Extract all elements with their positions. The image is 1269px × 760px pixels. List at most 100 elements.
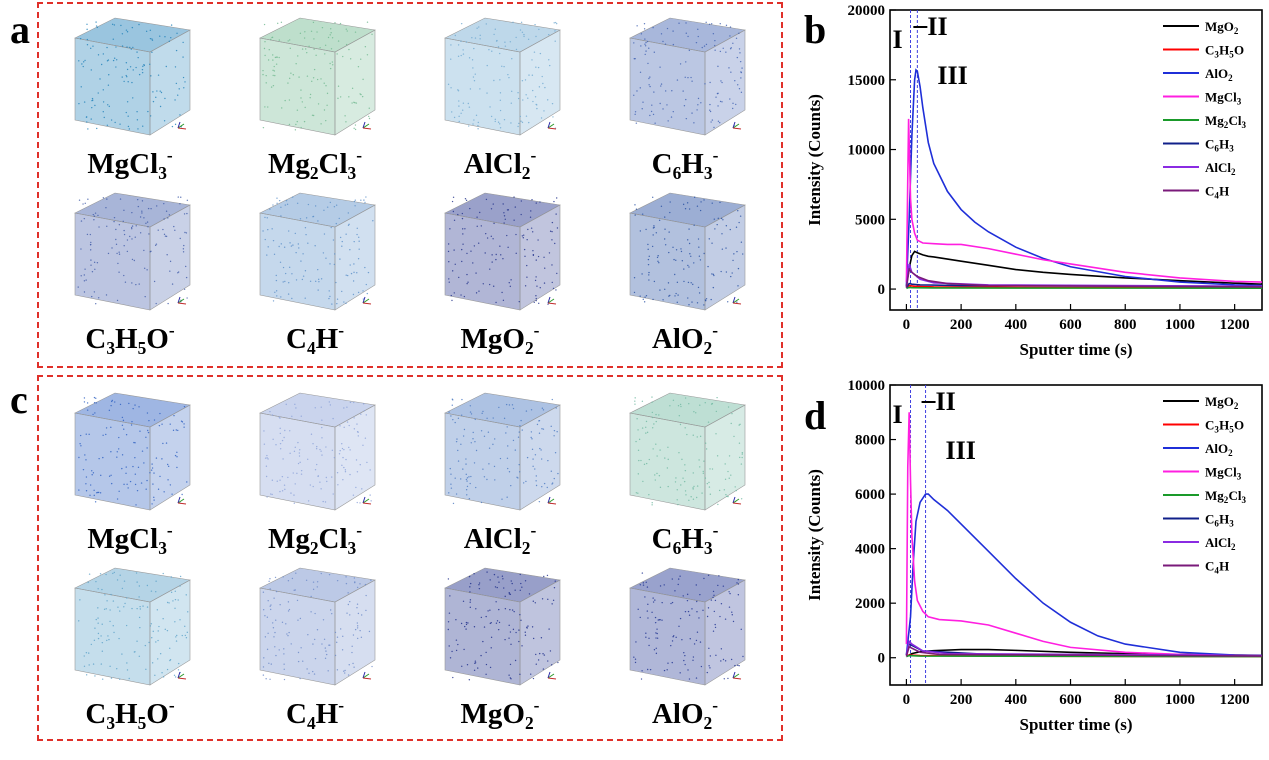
cube-cell-a: MgO2- <box>420 185 580 385</box>
legend-label: C6 H3 <box>1205 137 1234 154</box>
cube-cell-c: MgCl3- <box>50 385 210 585</box>
cube-3d-map <box>259 192 376 311</box>
cube-cell-c: C6H3- <box>605 385 765 585</box>
cube-cell-a: AlCl2- <box>420 10 580 210</box>
series-line-AlO2 <box>905 493 1263 657</box>
series-line-Mg2Cl3 <box>906 654 1263 658</box>
species-label: C3H5O- <box>85 319 175 359</box>
line-chart-svg: 0 5000 10000 15000 20000 0 200 400 600 800 1000 120… <box>805 3 1263 359</box>
panel-letter-c: c <box>10 377 28 422</box>
species-label: C4H- <box>285 319 344 359</box>
legend-label: C3 H5 O <box>1205 43 1244 60</box>
legend-label: C6 H3 <box>1205 512 1234 529</box>
cube-cell-a: Mg2Cl3- <box>235 10 395 210</box>
series-line-Mg2Cl3 <box>906 286 1263 290</box>
x-tick-label: 400 <box>1005 317 1027 333</box>
species-label: MgO2- <box>460 319 540 359</box>
cube-3d-map <box>444 17 561 136</box>
plot-frame <box>889 9 1263 311</box>
panel-b-chart: 0 5000 10000 15000 20000 0 200 400 600 800 1000 120… <box>800 0 1269 372</box>
species-label: MgCl3- <box>87 144 173 184</box>
region-label-I: I <box>893 400 903 429</box>
x-tick-label: 0 <box>903 317 911 333</box>
panel-c-frame <box>37 375 783 741</box>
y-axis-label: Intensity (Counts) <box>805 94 824 226</box>
x-tick-label: 1000 <box>1165 317 1195 333</box>
legend-label: Mg2 Cl3 <box>1205 113 1247 130</box>
cube-cell-c: MgO2- <box>420 560 580 760</box>
y-tick-label: 0 <box>878 282 886 298</box>
x-axis-label: Sputter time (s) <box>1020 715 1133 734</box>
y-tick-label: 15000 <box>848 73 886 89</box>
x-tick-label: 1200 <box>1220 317 1250 333</box>
panel-a-frame <box>37 2 783 368</box>
legend-label: AlCl2 <box>1205 535 1236 552</box>
cube-3d-map <box>444 192 561 311</box>
x-tick-label: 0 <box>903 692 911 708</box>
series-line-MgCl3 <box>905 118 1263 283</box>
y-tick-label: 2000 <box>855 596 885 612</box>
legend-label: MgO2 <box>1205 19 1239 36</box>
cube-cell-c: AlCl2- <box>420 385 580 585</box>
species-label: AlO2- <box>651 319 719 359</box>
plot-frame <box>889 384 1263 686</box>
y-axis-label: Intensity (Counts) <box>805 469 824 601</box>
x-tick-label: 600 <box>1059 317 1082 333</box>
cube-3d-map <box>629 392 746 511</box>
cube-3d-map <box>259 567 376 686</box>
legend-label: AlO2 <box>1205 66 1233 83</box>
cube-cell-c: C4H- <box>235 560 395 760</box>
y-tick-label: 10000 <box>848 378 886 394</box>
x-tick-label: 1000 <box>1165 692 1195 708</box>
legend-label: C4 H <box>1205 559 1229 576</box>
legend-label: AlCl2 <box>1205 160 1236 177</box>
series-line-AlCl2 <box>905 639 1263 657</box>
cube-3d-map <box>444 567 561 686</box>
series-line-MgCl3 <box>905 412 1263 657</box>
legend-label: C4 H <box>1205 184 1229 201</box>
legend-label: Mg2 Cl3 <box>1205 488 1247 505</box>
x-tick-label: 800 <box>1114 692 1137 708</box>
y-tick-label: 20000 <box>848 3 886 19</box>
series-line-MgO2 <box>905 250 1263 287</box>
species-label: AlO2- <box>651 694 719 734</box>
species-label: Mg2Cl3- <box>267 519 363 559</box>
region-label-II: II <box>936 387 956 416</box>
species-label: C6H3- <box>651 144 719 184</box>
panel-letter-d: d <box>804 393 827 438</box>
legend-label: AlO2 <box>1205 441 1233 458</box>
cube-cell-a: MgCl3- <box>50 10 210 210</box>
region-label-I: I <box>893 25 903 54</box>
species-label: C6H3- <box>651 519 719 559</box>
cube-3d-map <box>74 192 191 311</box>
series-line-AlO2 <box>905 68 1263 287</box>
species-label: Mg2Cl3- <box>267 144 363 184</box>
species-label: AlCl2- <box>463 144 537 184</box>
y-tick-label: 5000 <box>855 212 885 228</box>
cube-3d-map <box>74 17 191 136</box>
cube-cell-a: C6H3- <box>605 10 765 210</box>
y-tick-label: 4000 <box>855 542 885 558</box>
y-tick-label: 8000 <box>855 433 885 449</box>
cube-cell-a: AlO2- <box>605 185 765 385</box>
cube-cell-a: C4H- <box>235 185 395 385</box>
panel-letter-b: b <box>804 7 827 52</box>
legend-label: C3 H5 O <box>1205 418 1244 435</box>
y-tick-label: 0 <box>878 651 886 667</box>
line-chart-svg: 0 2000 4000 6000 8000 10000 0 200 400 600 800 1000 1… <box>805 378 1263 734</box>
cube-cell-c: AlO2- <box>605 560 765 760</box>
region-label-III: III <box>937 61 967 90</box>
x-tick-label: 200 <box>950 692 973 708</box>
panel-letter-a: a <box>10 7 30 52</box>
cube-3d-map <box>259 17 376 136</box>
y-tick-label: 10000 <box>848 143 886 159</box>
cube-3d-map <box>629 17 746 136</box>
species-label: C3H5O- <box>85 694 175 734</box>
x-tick-label: 600 <box>1059 692 1082 708</box>
x-tick-label: 400 <box>1005 692 1027 708</box>
species-label: C4H- <box>285 694 344 734</box>
legend-label: MgCl3 <box>1205 465 1242 482</box>
species-label: MgCl3- <box>87 519 173 559</box>
cube-cell-c: C3H5O- <box>50 560 210 760</box>
x-tick-label: 200 <box>950 317 973 333</box>
